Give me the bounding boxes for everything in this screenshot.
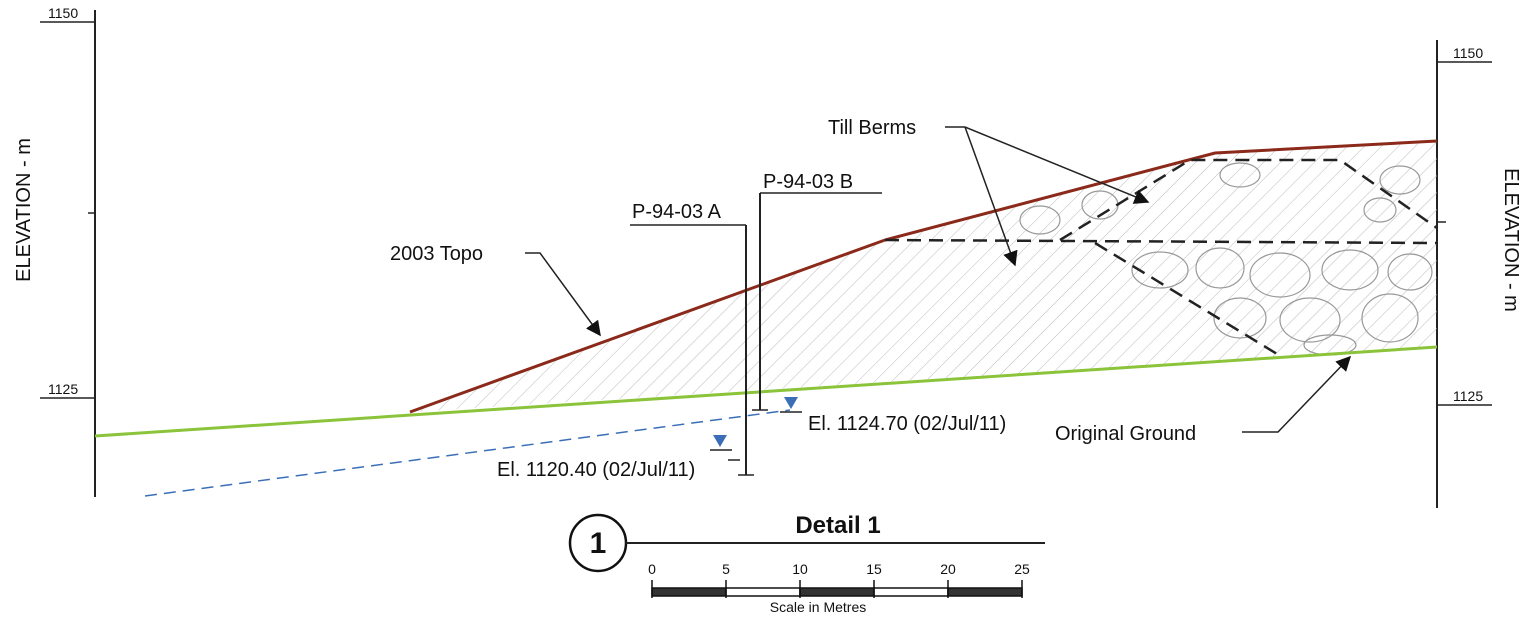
scale-segment — [652, 588, 726, 596]
scale-caption: Scale in Metres — [770, 599, 866, 615]
scale-label: 10 — [792, 561, 808, 577]
left-axis: 1150 1125 ELEVATION - m — [13, 5, 95, 497]
label: Original Ground — [1055, 423, 1196, 445]
scale-segment — [948, 588, 1022, 596]
fill-zone — [410, 141, 1437, 412]
axis-label: ELEVATION - m — [13, 138, 35, 282]
scale-label: 0 — [648, 561, 656, 577]
scale-bar: 0 5 10 15 20 25 — [648, 561, 1030, 598]
water-table — [145, 410, 790, 496]
label: El. 1120.40 (02/Jul/11) — [497, 459, 695, 481]
scale-label: 20 — [940, 561, 956, 577]
tick-label: 1125 — [48, 381, 78, 397]
label: P-94-03 B — [763, 171, 853, 193]
scale-label: 5 — [722, 561, 730, 577]
tick-label: 1125 — [1453, 388, 1483, 404]
label: El. 1124.70 (02/Jul/11) — [808, 413, 1006, 435]
cross-section: 1150 1125 ELEVATION - m 1150 1125 ELEVAT… — [0, 0, 1519, 634]
tick-label: 1150 — [1453, 45, 1483, 61]
scale-segment — [726, 588, 800, 596]
label: Till Berms — [828, 117, 916, 139]
label: 2003 Topo — [390, 243, 483, 265]
detail-title: Detail 1 — [795, 512, 880, 539]
label: P-94-03 A — [632, 201, 722, 223]
scale-segment — [800, 588, 874, 596]
scale-segment — [874, 588, 948, 596]
scale-label: 15 — [866, 561, 882, 577]
tick-label: 1150 — [48, 5, 78, 21]
right-axis: 1150 1125 ELEVATION - m — [1437, 40, 1519, 508]
axis-label: ELEVATION - m — [1500, 168, 1519, 312]
detail-number: 1 — [590, 527, 607, 560]
scale-label: 25 — [1014, 561, 1030, 577]
